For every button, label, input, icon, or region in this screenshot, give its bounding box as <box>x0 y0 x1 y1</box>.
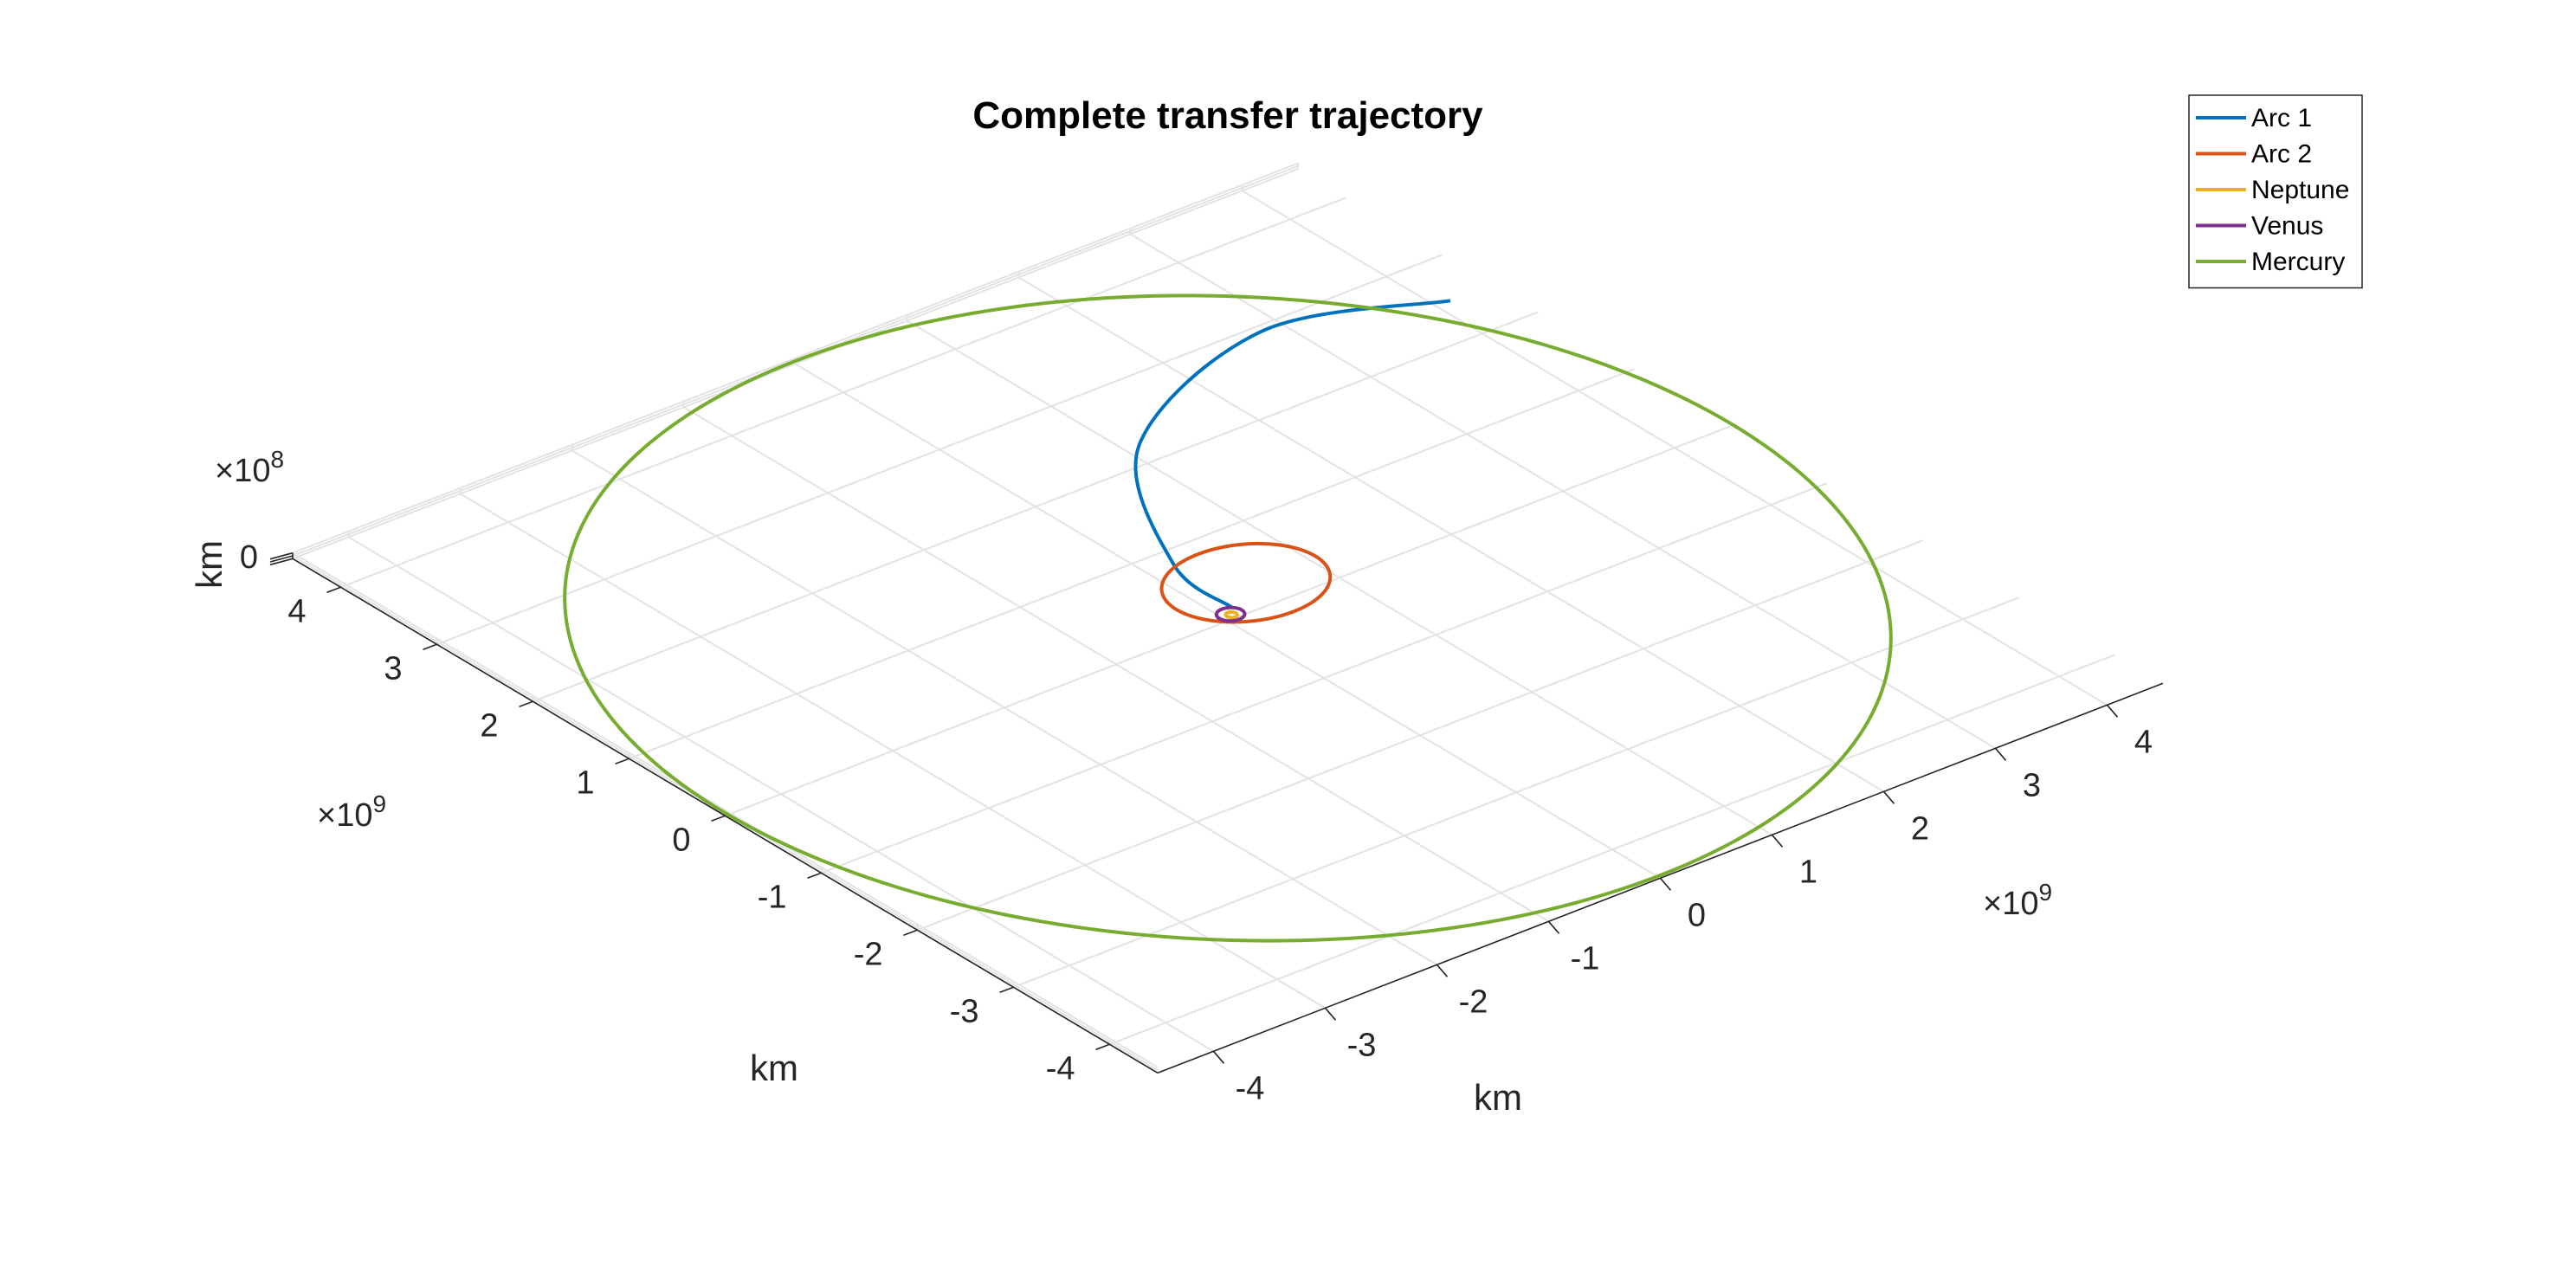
floor-gridline-y <box>340 197 1346 589</box>
chart-title: Complete transfer trajectory <box>972 94 1483 137</box>
x-tick-mark <box>1659 877 1672 891</box>
z-tick-mark <box>269 551 294 560</box>
x-axis-label: km <box>1474 1077 1522 1118</box>
x-tick-label: -2 <box>1459 984 1488 1020</box>
y-axis-label: km <box>750 1048 798 1088</box>
y-tick-label: -3 <box>950 993 979 1029</box>
x-tick-mark <box>1436 964 1449 977</box>
z-tick-mark <box>269 555 294 563</box>
series-line-arc-2 <box>1159 541 1333 624</box>
floor-gridline-y <box>917 539 1923 932</box>
legend-entry-label: Neptune <box>2251 176 2349 204</box>
plot-area <box>563 293 1893 943</box>
y-tick-label: -2 <box>854 936 883 972</box>
x-tick-label: 2 <box>1911 810 1929 847</box>
back-wall-gridline-z <box>292 162 1299 554</box>
legend-box <box>2188 94 2363 289</box>
legend-entry-label: Venus <box>2251 212 2323 241</box>
floor-gridline-y <box>533 311 1539 703</box>
x-tick-label: -4 <box>1236 1070 1265 1106</box>
x-tick-mark <box>1547 920 1560 934</box>
z-axis-label: km <box>189 540 229 589</box>
y-tick-mark <box>519 700 533 708</box>
x-tick-mark <box>1994 747 2007 761</box>
floor-gridline-y <box>629 368 1635 760</box>
x-tick-mark <box>1771 834 1784 848</box>
y-tick-label: 4 <box>287 593 306 629</box>
y-tick-label: 2 <box>480 707 498 744</box>
x-tick-label: 3 <box>2023 767 2041 803</box>
y-tick-label: -1 <box>758 879 787 915</box>
y-tick-label: -4 <box>1046 1050 1075 1087</box>
floor-gridline-y <box>1013 597 2019 989</box>
x-tick-label: -1 <box>1571 940 1600 977</box>
y-tick-mark <box>807 872 822 880</box>
y-tick-mark <box>903 929 918 937</box>
floor-gridline-y <box>821 482 1827 874</box>
x-tick-label: 4 <box>2134 724 2153 760</box>
side-wall-gridline-z <box>292 551 1159 1068</box>
y-tick-mark <box>615 758 629 765</box>
y-tick-mark <box>326 586 341 594</box>
x-tick-mark <box>1882 790 1895 804</box>
series-line-mercury <box>563 293 1893 943</box>
x-tick-label: -3 <box>1347 1027 1377 1063</box>
series-line-arc-1 <box>1133 299 1451 609</box>
y-tick-label: 3 <box>384 650 402 687</box>
y-tick-mark <box>1095 1043 1110 1051</box>
legend-entry-label: Arc 2 <box>2251 140 2312 169</box>
z-tick-label: 0 <box>240 539 258 576</box>
legend-entry-label: Arc 1 <box>2251 104 2312 132</box>
back-wall-gridline-z <box>292 168 1299 560</box>
y-tick-label: 1 <box>576 764 594 801</box>
x-tick-mark <box>1324 1007 1337 1021</box>
x-tick-label: 0 <box>1688 897 1706 933</box>
y-tick-mark <box>999 986 1014 994</box>
legend: Arc 1 Arc 2 Neptune Venus Mercury <box>2188 94 2363 289</box>
series-line-neptune <box>1223 609 1240 620</box>
axes <box>269 551 2164 1074</box>
x-tick-mark <box>2106 704 2119 718</box>
legend-entry-label: Mercury <box>2251 248 2345 276</box>
y-tick-label: 0 <box>672 822 690 858</box>
y-tick-mark <box>711 815 726 822</box>
y-tick-mark <box>423 643 437 651</box>
floor-gridline-y <box>1109 654 2115 1046</box>
x-tick-label: 1 <box>1799 854 1817 890</box>
z-tick-mark <box>269 558 294 566</box>
x-tick-mark <box>1212 1050 1225 1064</box>
floor-gridline-y <box>436 254 1443 646</box>
series-line-venus <box>1214 605 1247 623</box>
